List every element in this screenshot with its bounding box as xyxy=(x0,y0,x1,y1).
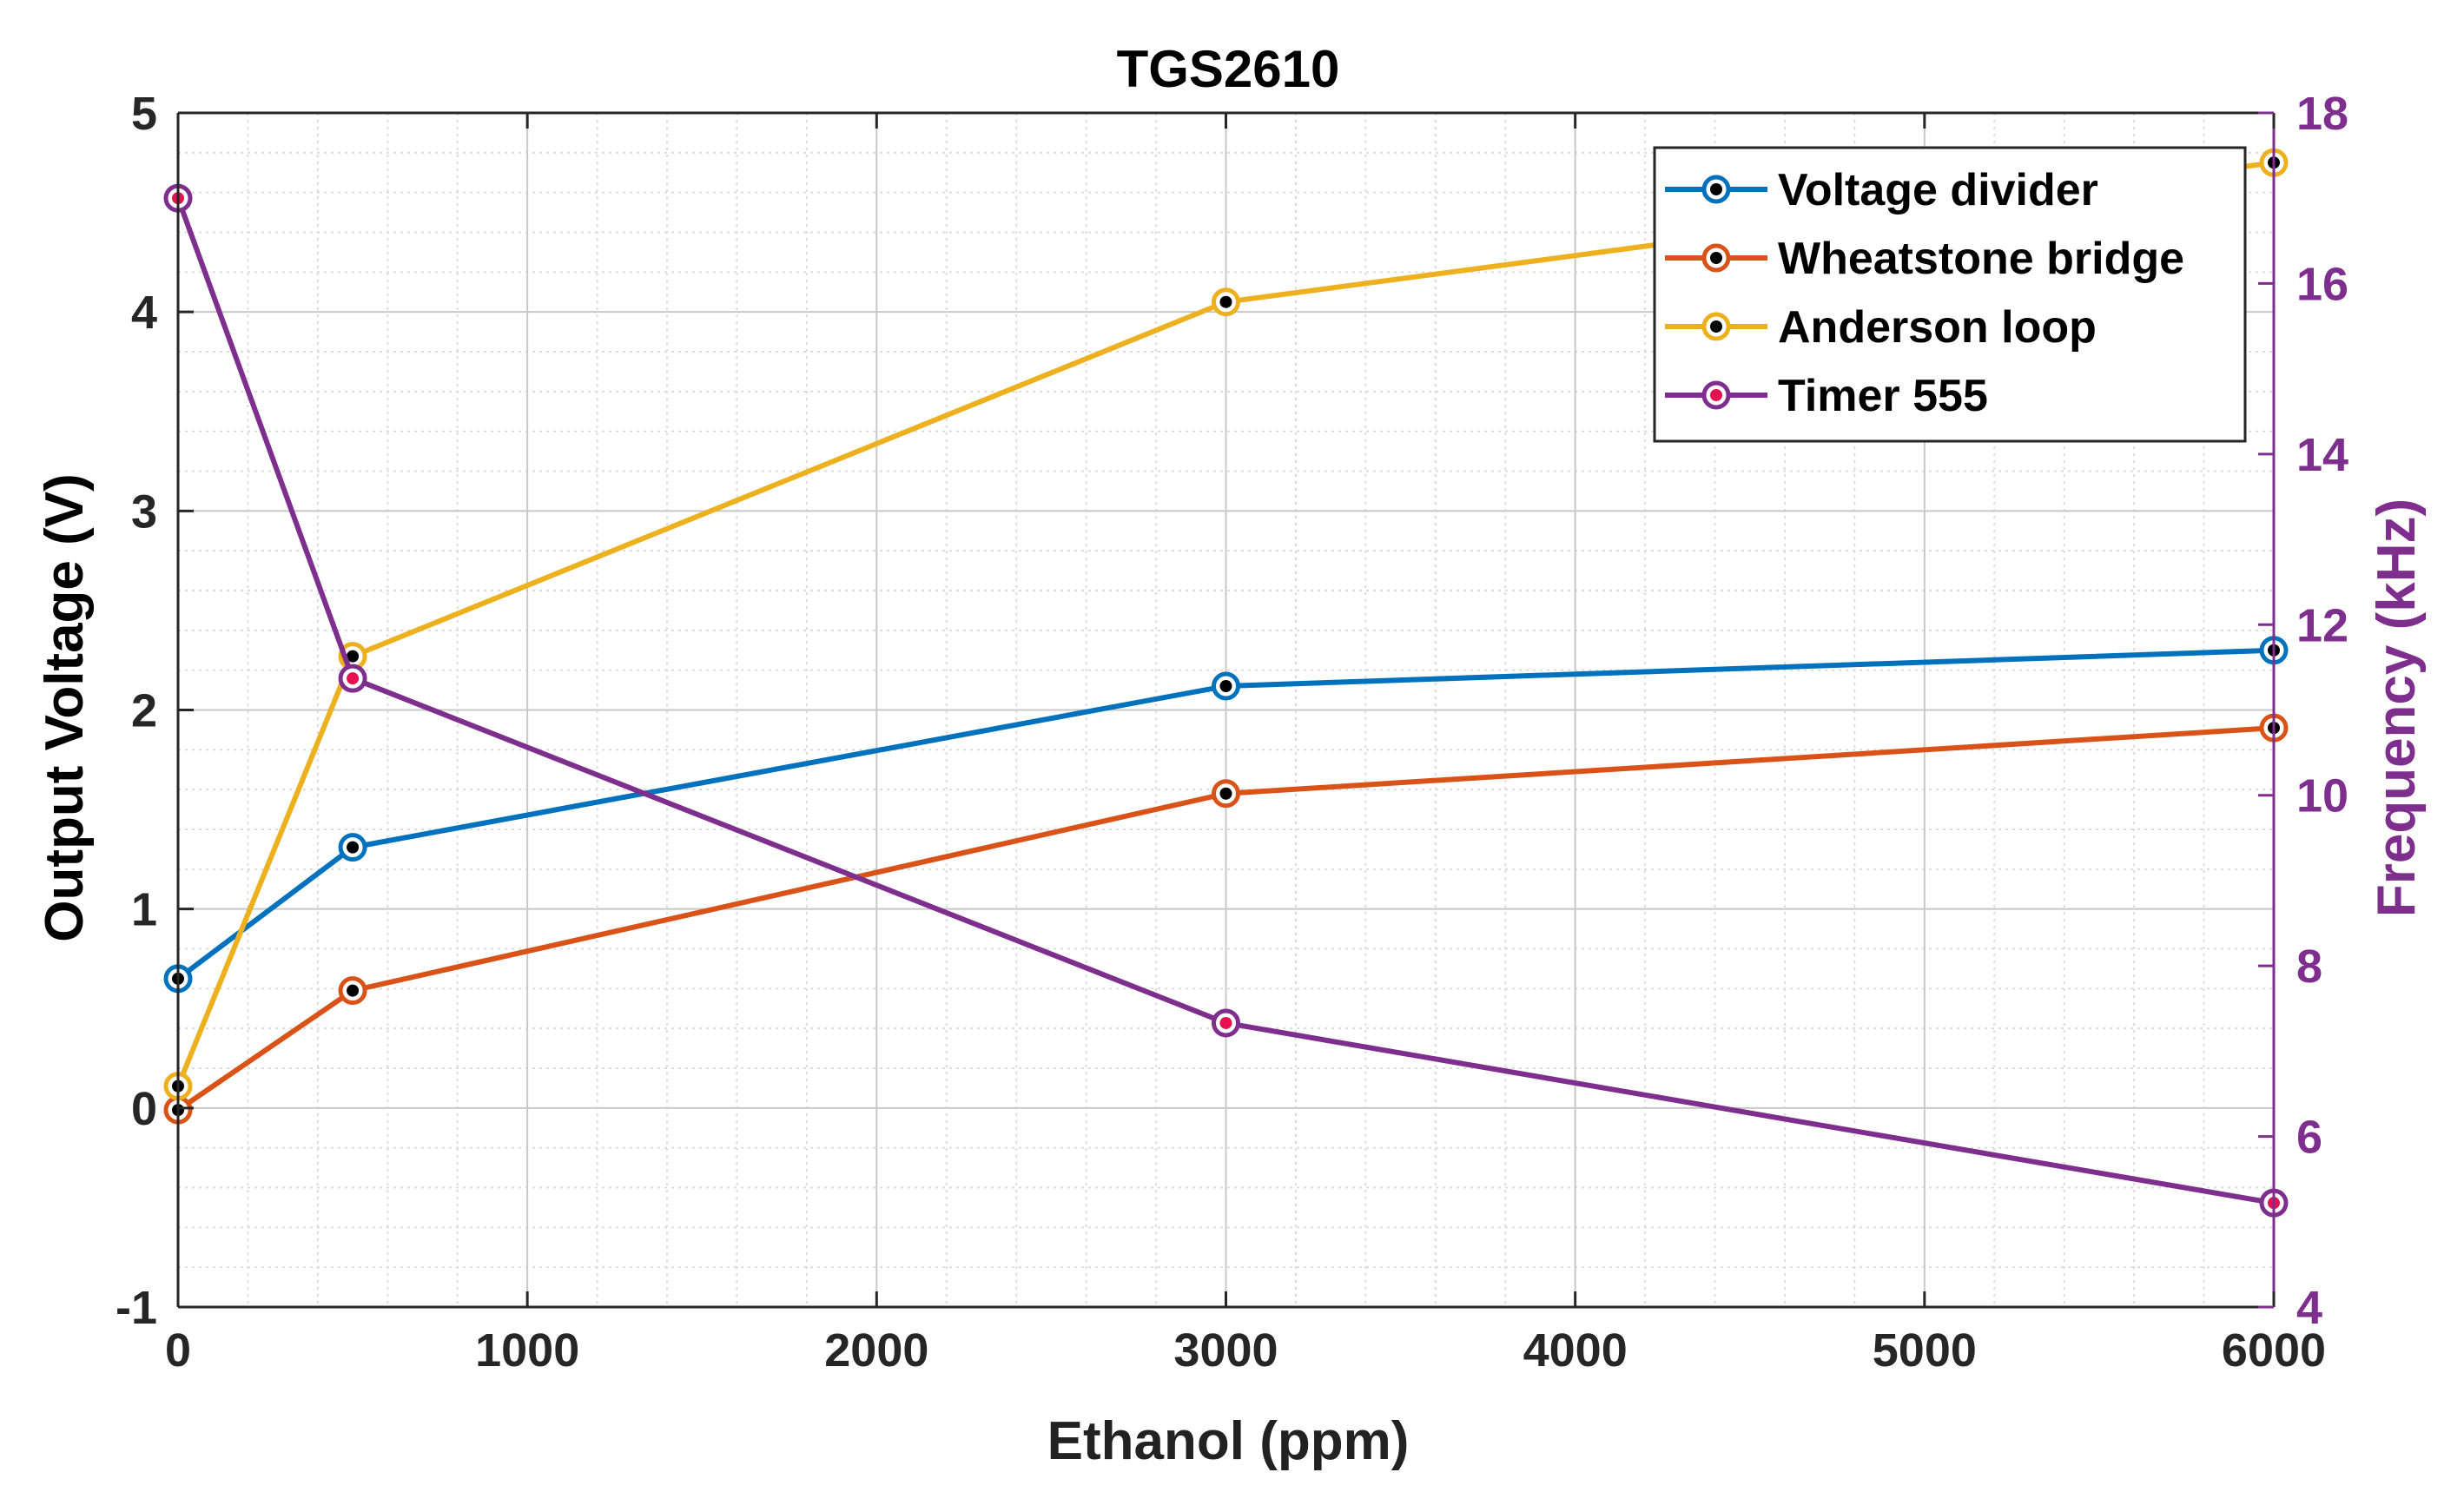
x-tick-label: 0 xyxy=(165,1324,191,1377)
series-line-timer-555 xyxy=(175,197,2275,1206)
legend-label: Timer 555 xyxy=(1778,371,1988,421)
legend-label: Wheatstone bridge xyxy=(1778,234,2184,284)
data-point-center xyxy=(347,984,360,997)
legend-marker-center xyxy=(1710,183,1722,195)
tick-labels: 0 1000 2000 3000 4000 5000 6000-10123454681012… xyxy=(116,88,2348,1377)
data-point-center xyxy=(1219,680,1232,692)
legend: Voltage divider Wheatstone bridge Anderson… xyxy=(1653,146,2247,443)
x-axis-title: Ethanol (ppm) xyxy=(1047,1411,1410,1471)
y-tick-label: 4 xyxy=(131,287,157,339)
series-line-voltage-divider xyxy=(176,647,2275,981)
x-tick-label: 5000 xyxy=(1873,1324,1977,1377)
legend-marker-center xyxy=(1710,389,1722,401)
data-point-center xyxy=(1219,1016,1232,1029)
data-point-center xyxy=(347,650,360,663)
y2-tick-label: 12 xyxy=(2296,599,2348,651)
y-axis-title: Output Voltage (V) xyxy=(35,473,95,942)
legend-label: Anderson loop xyxy=(1778,302,2097,353)
y2-tick-label: 8 xyxy=(2296,941,2322,993)
legend-marker-center xyxy=(1710,320,1722,333)
data-point-center xyxy=(1219,295,1232,308)
y-tick-label: 2 xyxy=(131,685,157,737)
y2-tick-label: 6 xyxy=(2296,1112,2322,1164)
y-tick-label: 0 xyxy=(131,1083,157,1135)
x-tick-label: 3000 xyxy=(1173,1324,1278,1377)
x-tick-label: 2000 xyxy=(824,1324,928,1377)
y-tick-label: 5 xyxy=(131,88,157,140)
y-tick-label: 1 xyxy=(131,884,157,936)
x-tick-label: 4000 xyxy=(1523,1324,1628,1377)
y-tick-label: 3 xyxy=(131,485,157,538)
axes-layer xyxy=(176,111,2276,1309)
y-tick-label: -1 xyxy=(116,1282,157,1334)
y2-tick-label: 16 xyxy=(2296,258,2348,310)
x-tick-label: 1000 xyxy=(475,1324,579,1377)
y2-tick-label: 10 xyxy=(2296,770,2348,822)
legend-marker-center xyxy=(1710,252,1722,264)
y2-tick-label: 14 xyxy=(2296,429,2348,481)
legend-label: Voltage divider xyxy=(1778,165,2098,215)
data-point-center xyxy=(347,672,360,685)
series-line-wheatstone-bridge xyxy=(176,725,2275,1113)
data-point-center xyxy=(1219,787,1232,800)
legend-box xyxy=(1653,146,2247,443)
y2-tick-label: 4 xyxy=(2296,1282,2322,1334)
y2-axis-title: Frequency (kHz) xyxy=(2367,498,2427,917)
data-point-center xyxy=(347,841,360,854)
chart-title: TGS2610 xyxy=(1117,40,1340,98)
x-tick-label: 6000 xyxy=(2222,1324,2326,1377)
y2-tick-label: 18 xyxy=(2296,88,2348,140)
